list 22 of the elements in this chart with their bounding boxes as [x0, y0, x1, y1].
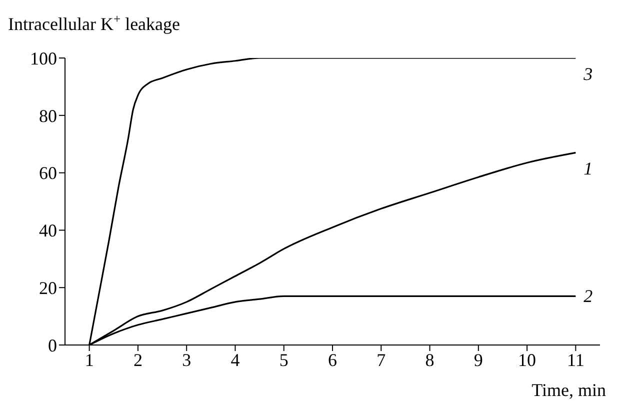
- series-label: 2: [584, 286, 593, 306]
- y-tick-label: 40: [39, 220, 57, 241]
- series-label: 3: [582, 64, 593, 84]
- y-tick-label: 80: [39, 106, 57, 126]
- x-tick-label: 7: [376, 350, 386, 370]
- series-label: 1: [584, 158, 593, 179]
- x-tick-label: 6: [328, 350, 337, 370]
- x-tick-label: 5: [279, 350, 288, 370]
- y-tick-label: 20: [39, 278, 57, 298]
- x-tick-label: 3: [182, 350, 192, 370]
- x-tick-label: 8: [425, 350, 434, 370]
- y-tick-label: 60: [39, 163, 57, 184]
- x-tick-label: 2: [133, 350, 142, 370]
- x-tick-label: 11: [567, 350, 584, 370]
- y-tick-label: 0: [48, 335, 57, 356]
- y-axis-title: Intracellular K$^{+}$ leakage: [8, 12, 180, 34]
- x-axis-title: Time, min: [532, 380, 606, 400]
- x-tick-label: 10: [518, 350, 536, 370]
- x-tick-label: 4: [230, 350, 240, 370]
- y-tick-label: 100: [30, 48, 57, 68]
- x-tick-label: 9: [474, 350, 483, 370]
- x-tick-label: 1: [84, 350, 94, 370]
